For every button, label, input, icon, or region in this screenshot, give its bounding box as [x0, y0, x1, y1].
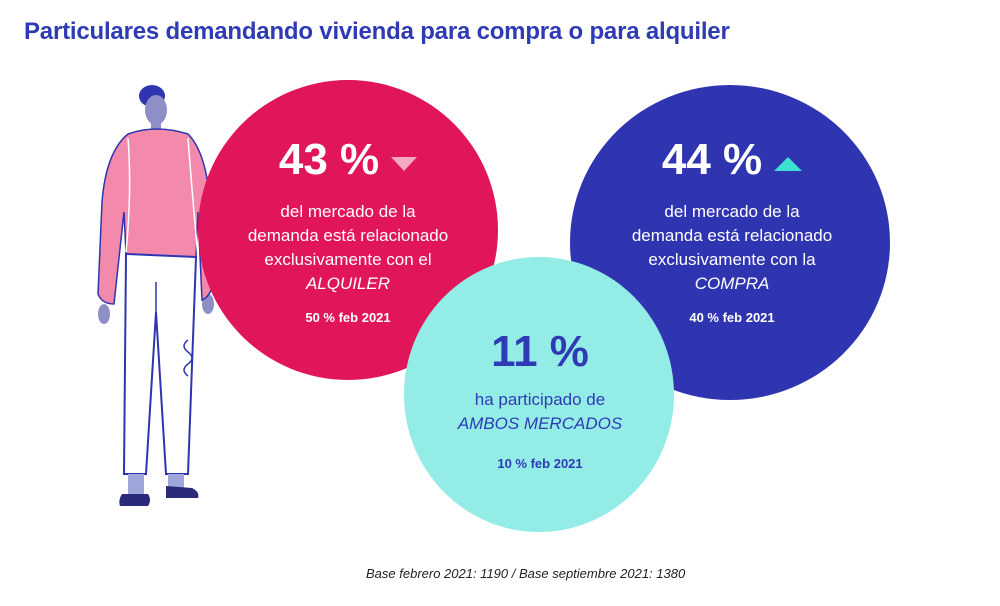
alquiler-description: del mercado de la demanda está relaciona…	[230, 200, 466, 296]
compra-percent: 44 %	[661, 135, 763, 184]
ambos-highlight: AMBOS MERCADOS	[457, 414, 623, 433]
alquiler-desc-line: exclusivamente con el	[264, 250, 432, 269]
compra-highlight: COMPRA	[694, 274, 770, 293]
trend-up-icon	[774, 157, 803, 171]
ambos-description: ha participado de AMBOS MERCADOS	[420, 388, 660, 436]
alquiler-highlight: ALQUILER	[305, 274, 391, 293]
ambos-previous: 10 % feb 2021	[497, 456, 583, 471]
footnote: Base febrero 2021: 1190 / Base septiembr…	[366, 566, 686, 581]
compra-block: 44 % del mercado de la demanda está rela…	[612, 135, 852, 326]
alquiler-previous: 50 % feb 2021	[305, 310, 391, 325]
alquiler-percent: 43 %	[278, 135, 380, 184]
ambos-percent: 11 %	[491, 327, 589, 376]
alquiler-desc-line: del mercado de la	[280, 202, 416, 221]
trend-down-icon	[391, 157, 418, 171]
compra-description: del mercado de la demanda está relaciona…	[612, 200, 852, 296]
alquiler-block: 43 % del mercado de la demanda está rela…	[230, 135, 466, 326]
ambos-desc-line: ha participado de	[474, 390, 606, 409]
page-title: Particulares demandando vivienda para co…	[24, 18, 730, 45]
compra-desc-line: exclusivamente con la	[648, 250, 816, 269]
compra-desc-line: demanda está relacionado	[631, 226, 833, 245]
ambos-block: 11 % ha participado de AMBOS MERCADOS 10…	[420, 327, 660, 472]
alquiler-desc-line: demanda está relacionado	[247, 226, 449, 245]
compra-previous: 40 % feb 2021	[689, 310, 775, 325]
compra-desc-line: del mercado de la	[664, 202, 800, 221]
ambos-circle	[404, 257, 674, 532]
person-illustration	[97, 85, 215, 506]
